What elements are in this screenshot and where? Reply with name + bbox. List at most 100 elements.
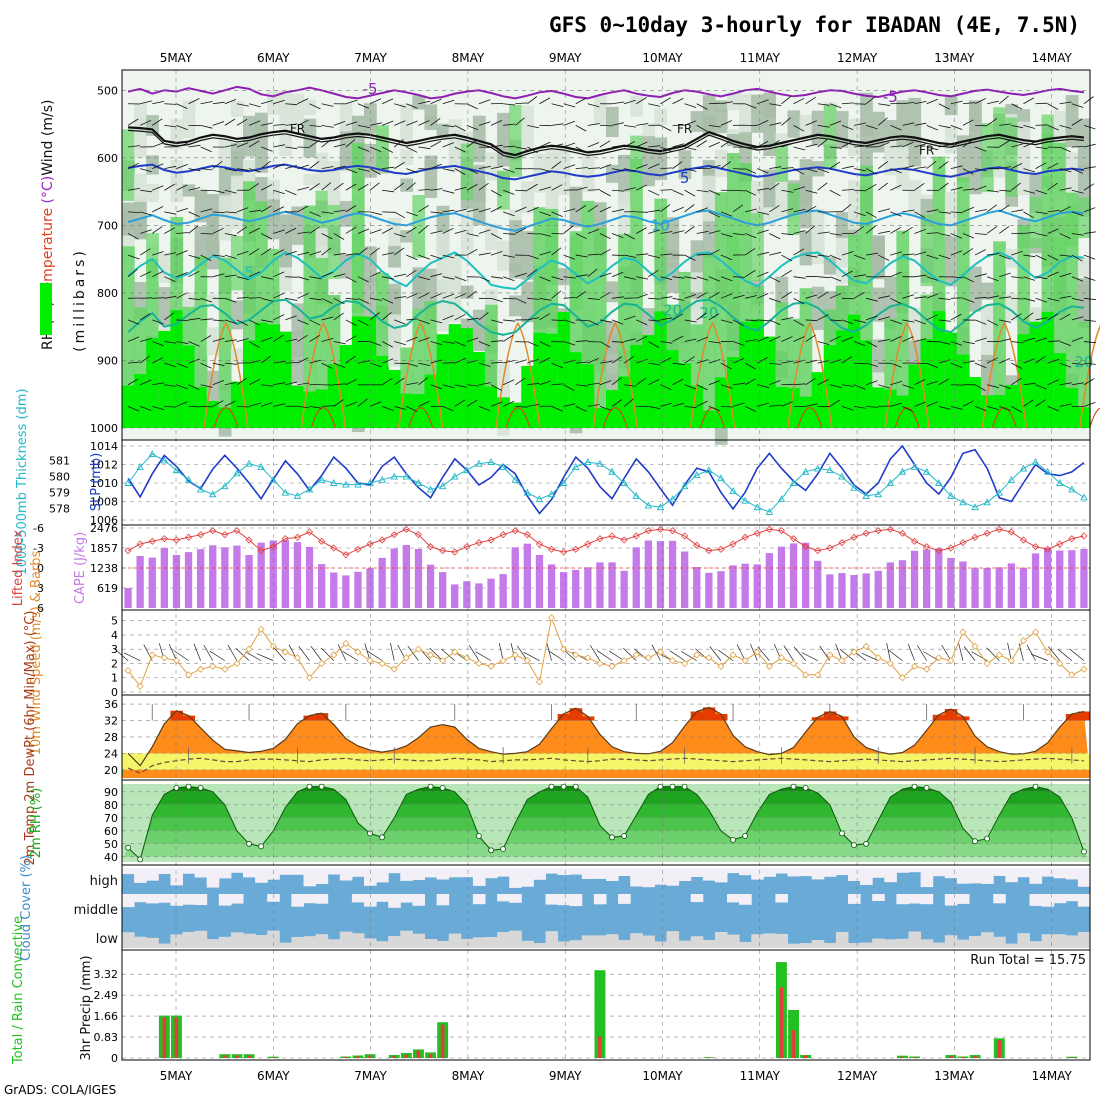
cloud-high-cell [812,868,825,879]
rh-marker [501,847,506,852]
cape-bar [221,547,228,608]
cloud-high-cell [328,868,341,875]
cloud-high-cell [1054,868,1067,878]
date-label-top: 13MAY [934,51,975,65]
cape-bar [996,567,1003,608]
cloud-high-cell [1042,868,1055,877]
cloud-low-cell [872,939,885,949]
rh-cell [340,201,353,227]
cloud-low-cell [364,938,377,948]
rh-cell [279,214,292,267]
rh-tick-label: 80 [104,799,118,812]
cloud-high-cell [122,868,135,874]
date-label-top: 11MAY [740,51,781,65]
cloud-mid-cell [896,894,909,904]
rh-cell [134,102,147,157]
cloud-low-cell [219,937,232,948]
cloud-high-cell [618,868,631,876]
rh-low [170,310,183,428]
cloud-mid-cell [352,894,365,902]
rh-marker [985,836,990,841]
cloud-low-cell [146,938,159,948]
cape-bar [1056,551,1063,609]
rh-low [158,331,171,428]
cloud-mid-cell [775,894,788,903]
cloud-low-cell [122,932,135,948]
cloud-mid-cell [570,894,583,906]
cloud-mid-cell [316,894,329,904]
date-label-top: 12MAY [837,51,878,65]
cloud-low-cell [1066,935,1079,948]
cape-bar [1008,563,1015,608]
precip-convective-bar [441,1025,445,1058]
rh-cell [146,184,159,202]
rh-cell [546,154,559,201]
rh-cell [909,180,922,215]
wind-barb [140,298,152,299]
cloud-mid-cell [727,894,740,902]
cloud-high-cell [1017,868,1030,877]
chart-title: GFS 0~10day 3-hourly for IBADAN (4E, 7.5… [549,13,1080,37]
rh-low [376,356,389,428]
cloud-high-cell [1005,868,1018,882]
rh-cell [715,150,728,177]
cape-bar [633,547,640,608]
precip-axis-label: 3hr Precip (mm) [79,955,94,1060]
cape-bar [1032,553,1039,608]
cape-bar [512,547,519,608]
thickness-tick-label: 578 [49,503,70,516]
cape-bar [415,549,422,608]
cape-bar [1068,550,1075,608]
cloud-low-cell [207,939,220,948]
cloud-mid-cell [158,894,171,903]
rh-marker [174,785,179,790]
wind-tick-label: 2 [111,657,118,670]
cape-bar [354,572,361,608]
cloud-low-cell [860,943,873,949]
cape-bar [766,553,773,608]
wind-barb [600,125,612,126]
cloud-low-cell [691,936,704,948]
rh-cell [945,96,958,115]
wind-barb [201,233,213,234]
rh-tick-label: 60 [104,825,118,838]
rh-low [1042,312,1055,428]
cloud-high-cell [679,868,692,881]
cape-bar [657,541,664,608]
cloud-low-cell [255,935,268,948]
precip-convective-bar [368,1056,372,1059]
cloud-low-cell [594,935,607,948]
rh-low [546,334,559,428]
rh-cell [800,176,813,228]
cloud-low-cell [642,936,655,949]
rh-marker [973,839,978,844]
precip-convective-bar [598,1037,602,1059]
cloud-mid-cell [400,894,413,903]
cloud-mid-cell [691,894,704,902]
cape-bar [935,549,942,609]
rh-band [122,844,1090,857]
date-label-top: 6MAY [257,51,290,65]
li-tick-label: -6 [33,522,44,535]
cloud-high-cell [546,868,559,874]
rh-tick-label: 70 [104,812,118,825]
precip-convective-bar [417,1050,421,1058]
precip-ylabel: Total / Rain Convective [11,916,26,1065]
rh-cell [715,109,728,133]
rh-cell [267,180,280,200]
cloud-low-cell [1042,934,1055,948]
rh-tick-label: 90 [104,786,118,799]
cape-bar [427,565,434,608]
rh-marker [186,784,191,789]
pressure-tick-label: 700 [97,219,118,232]
precip-convective-bar [247,1056,251,1059]
cloud-high-cell [134,868,147,883]
rh-cell [969,267,982,312]
date-label-top: 14MAY [1032,51,1073,65]
slp-ylabel: SLP (mb) [89,453,104,512]
precip-convective-bar [973,1056,977,1058]
rh-low [388,370,401,428]
cloud-high-cell [800,868,813,876]
temp-tick-label: 24 [104,747,118,760]
